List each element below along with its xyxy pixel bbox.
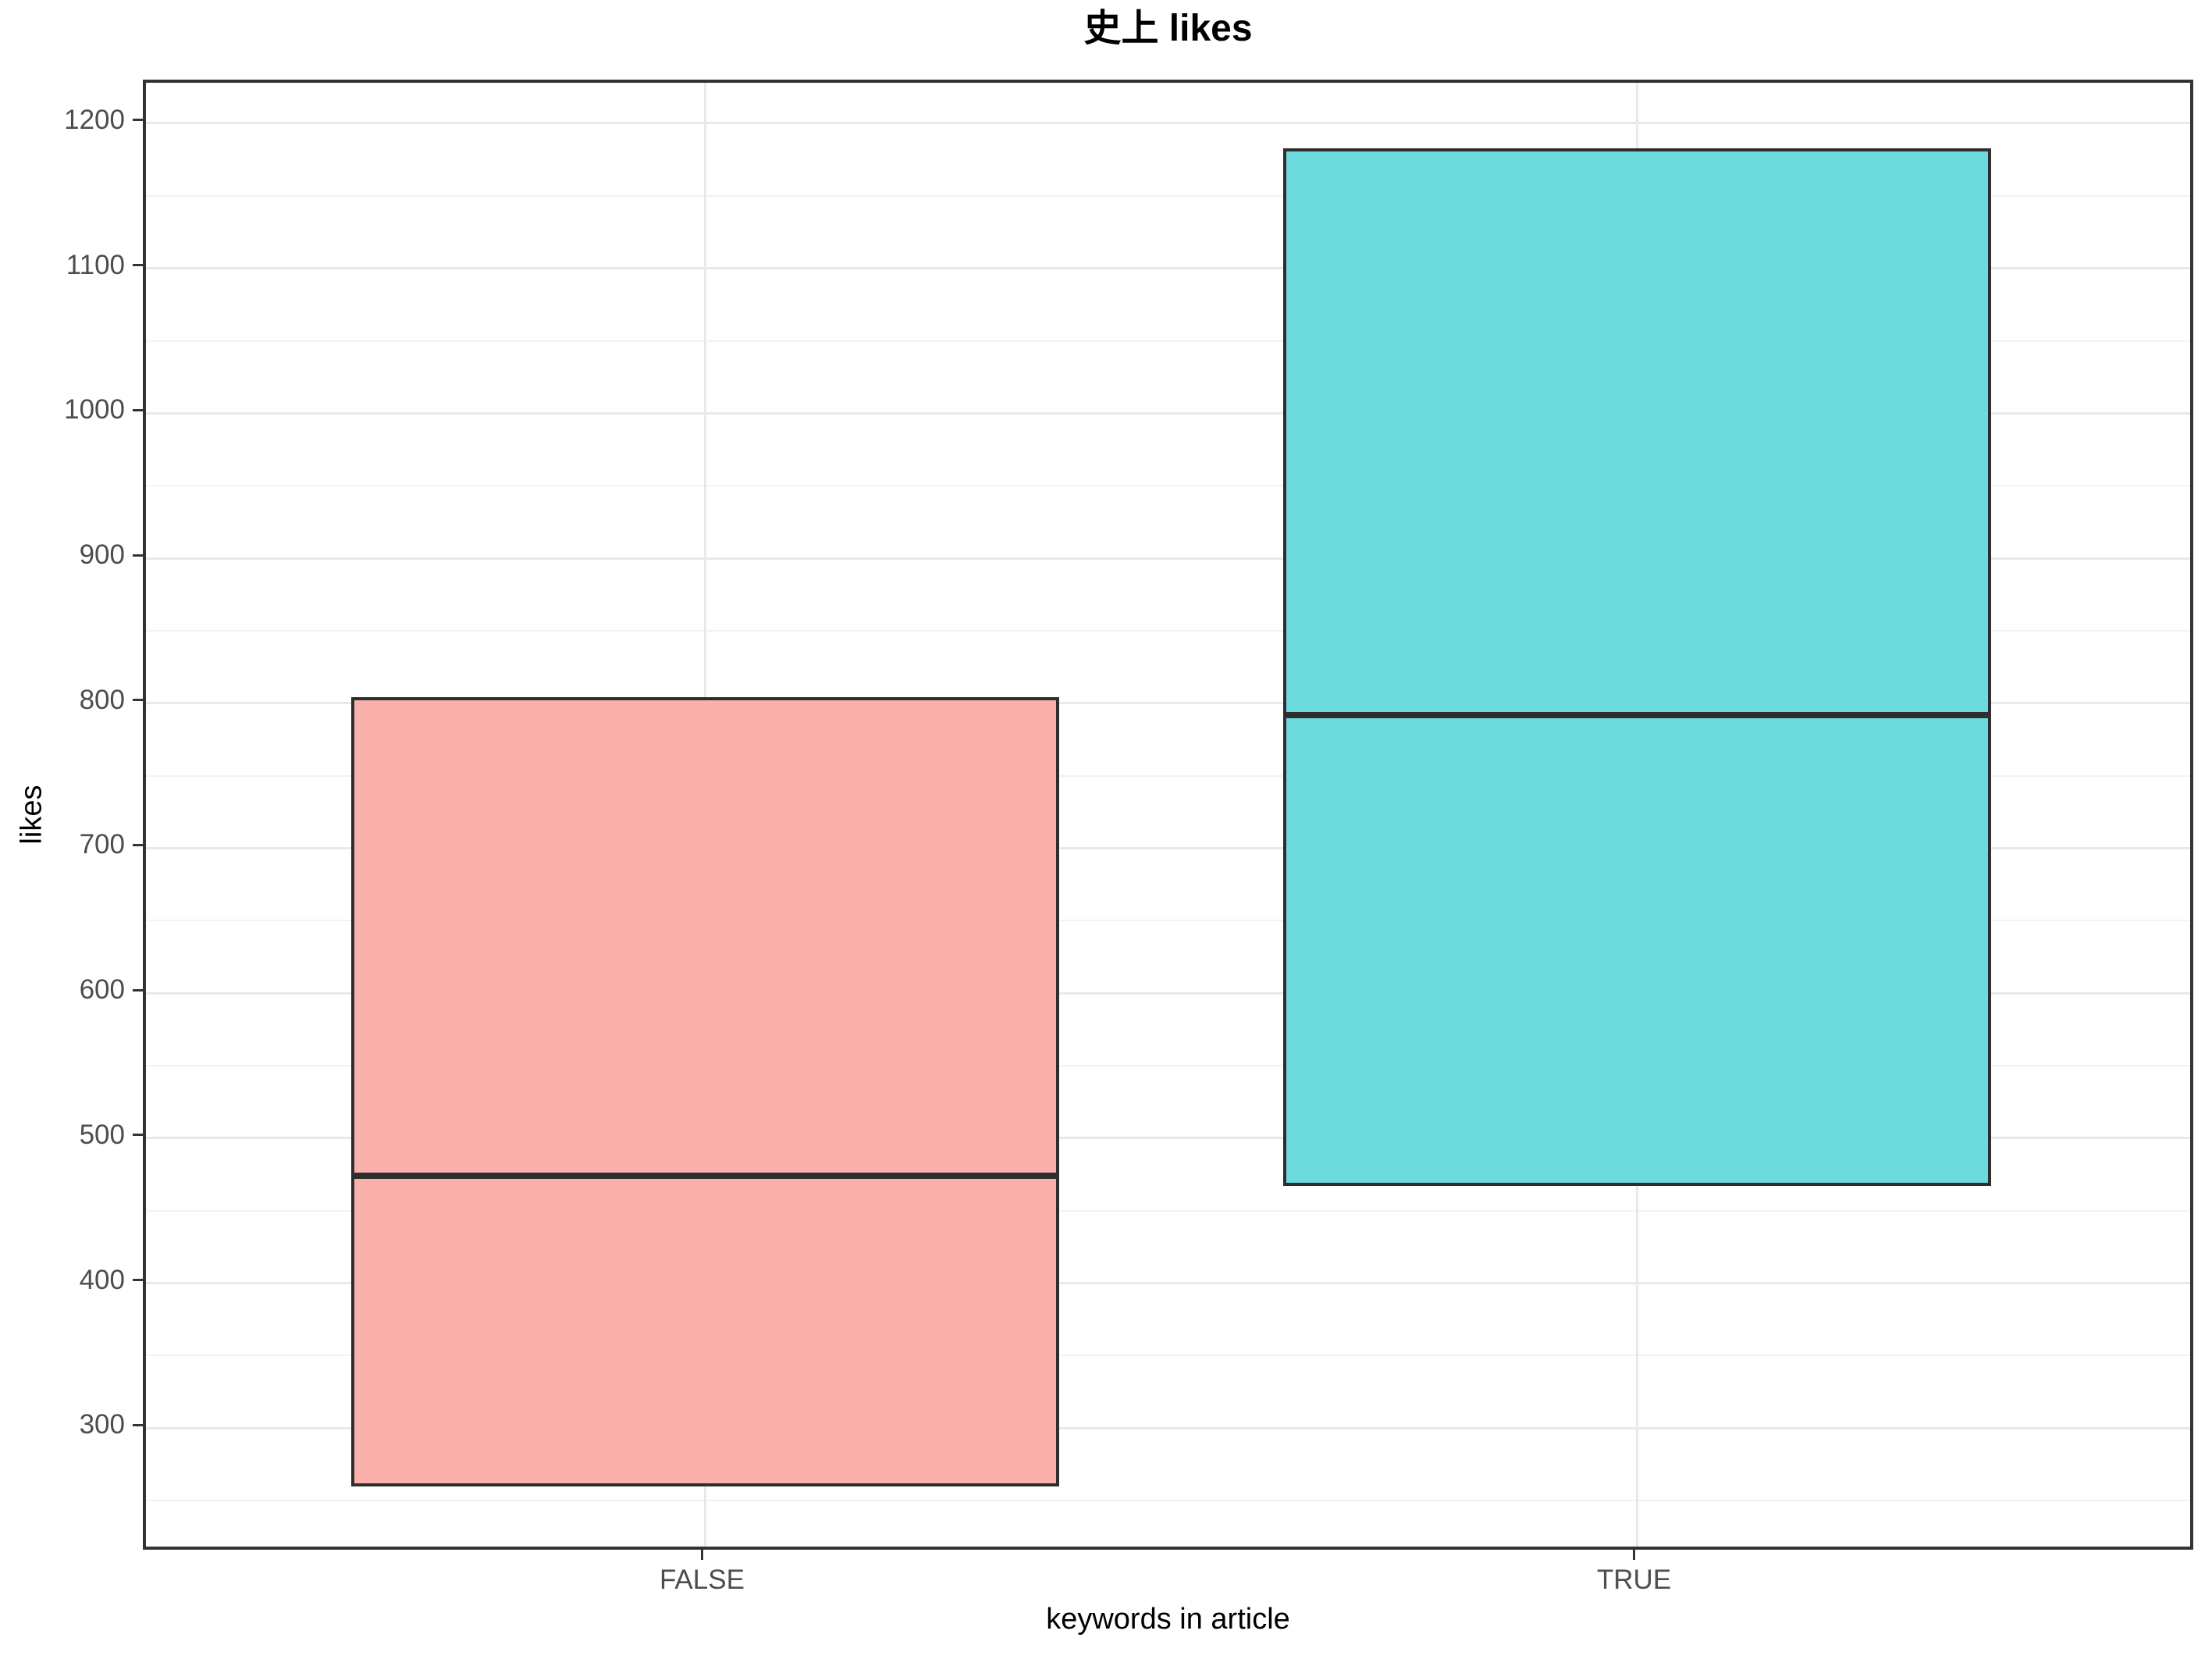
y-tick-label: 500 [79, 1119, 125, 1150]
gridline-major-y [146, 267, 2190, 270]
y-tick-label: 1200 [64, 104, 125, 135]
y-tick-label: 300 [79, 1409, 125, 1440]
y-tick-label: 900 [79, 539, 125, 571]
x-tick-mark [700, 1550, 703, 1560]
box-false [350, 697, 1060, 1486]
y-tick-label: 1100 [66, 249, 125, 280]
y-tick-mark [133, 1279, 143, 1282]
gridline-minor-y [146, 194, 2190, 197]
gridline-minor-y [146, 920, 2190, 922]
y-tick-mark [133, 843, 143, 846]
y-tick-label: 800 [79, 684, 125, 715]
gridline-minor-y [146, 774, 2190, 777]
gridline-major-y [146, 846, 2190, 849]
x-tick-label: FALSE [659, 1565, 745, 1595]
y-tick-mark [133, 408, 143, 411]
gridline-major-y [146, 557, 2190, 560]
x-tick-label: TRUE [1596, 1565, 1672, 1595]
box-true [1282, 148, 1992, 1187]
gridline-major-y [146, 1426, 2190, 1429]
median-line-true [1282, 711, 1992, 718]
y-tick-label: 700 [79, 829, 125, 860]
y-tick-label: 600 [79, 974, 125, 1006]
y-tick-mark [133, 988, 143, 991]
gridline-minor-y [146, 1065, 2190, 1067]
gridline-minor-y [146, 1209, 2190, 1212]
gridline-minor-y [146, 1500, 2190, 1502]
x-axis-title: keywords in article [1046, 1603, 1290, 1636]
gridline-major-y [146, 122, 2190, 125]
y-tick-mark [133, 1423, 143, 1426]
gridline-major-y [146, 1282, 2190, 1285]
y-tick-mark [133, 119, 143, 122]
y-tick-label: 400 [79, 1264, 125, 1295]
gridline-major-y [146, 702, 2190, 705]
x-tick-mark [1633, 1550, 1636, 1560]
y-tick-mark [133, 554, 143, 557]
gridline-major-y [146, 1137, 2190, 1140]
y-tick-label: 1000 [64, 394, 125, 425]
gridline-minor-y [146, 485, 2190, 487]
y-tick-mark [133, 1134, 143, 1137]
median-line-false [350, 1173, 1060, 1180]
y-tick-mark [133, 699, 143, 702]
plot-title: 史上 likes [1083, 8, 1253, 49]
gridline-major-y [146, 991, 2190, 995]
plot-panel [143, 80, 2193, 1550]
gridline-minor-y [146, 340, 2190, 342]
y-axis-title-box: likes [5, 80, 59, 1550]
gridline-minor-y [146, 629, 2190, 632]
gridline-minor-y [146, 1355, 2190, 1357]
gridline-major-y [146, 411, 2190, 415]
y-tick-mark [133, 264, 143, 267]
